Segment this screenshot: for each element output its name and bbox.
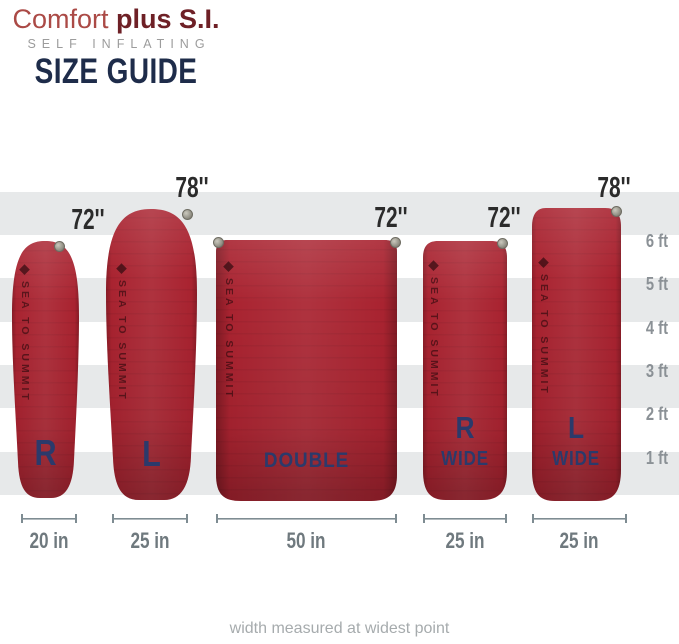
mat-size-letter: DOUBLE <box>263 449 350 472</box>
valve-icon <box>497 238 508 249</box>
width-label: 50 in <box>286 528 326 553</box>
mat-large: ◆ SEA TO SUMMIT L <box>103 205 200 503</box>
valve-icon <box>611 206 622 217</box>
product-subtitle: SELF INFLATING <box>27 37 211 51</box>
product-title-regular: Comfort <box>12 4 116 34</box>
length-label: 72'' <box>374 202 408 234</box>
brand-logo: ◆ SEA TO SUMMIT <box>18 262 33 403</box>
mat-size-letter: L <box>567 410 585 445</box>
width-measure-line <box>112 514 188 523</box>
brand-logo-text: SEA TO SUMMIT <box>19 281 31 403</box>
brand-logo: ◆ SEA TO SUMMIT <box>115 261 130 402</box>
width-measure-line <box>21 514 77 523</box>
length-label: 78'' <box>175 172 209 204</box>
valve-icon <box>390 237 401 248</box>
brand-bird-icon: ◆ <box>427 258 442 273</box>
width-measure-line <box>216 514 397 523</box>
width-label: 25 in <box>559 528 599 553</box>
brand-logo: ◆ SEA TO SUMMIT <box>427 258 442 399</box>
scale-label-3ft: 3 ft <box>645 361 668 381</box>
mat-large-wide: ◆ SEA TO SUMMIT L WIDE <box>528 205 624 503</box>
valve-icon <box>213 237 224 248</box>
mat-size-letter: R <box>455 410 475 445</box>
brand-bird-icon: ◆ <box>222 259 237 274</box>
length-label: 72'' <box>487 202 521 234</box>
scale-label-5ft: 5 ft <box>645 274 668 294</box>
mat-regular: ◆ SEA TO SUMMIT R <box>10 238 81 501</box>
width-label: 25 in <box>130 528 170 553</box>
brand-bird-icon: ◆ <box>537 255 552 270</box>
brand-logo-text: SEA TO SUMMIT <box>116 280 128 402</box>
brand-bird-icon: ◆ <box>115 261 130 276</box>
scale-label-1ft: 1 ft <box>645 448 668 468</box>
width-measure-line <box>423 514 507 523</box>
mat-size-word: WIDE <box>441 448 489 470</box>
width-label: 25 in <box>445 528 485 553</box>
brand-logo-text: SEA TO SUMMIT <box>428 277 440 399</box>
brand-logo: ◆ SEA TO SUMMIT <box>537 255 552 396</box>
length-label: 78'' <box>597 172 631 204</box>
scale-label-6ft: 6 ft <box>645 231 668 251</box>
valve-icon <box>182 209 193 220</box>
valve-icon <box>54 241 65 252</box>
footnote: width measured at widest point <box>229 620 450 637</box>
mat-double: ◆ SEA TO SUMMIT DOUBLE <box>213 237 400 503</box>
brand-bird-icon: ◆ <box>18 262 33 277</box>
brand-logo: ◆ SEA TO SUMMIT <box>222 259 237 400</box>
header: Comfort plus S.I. SELF INFLATING SIZE GU… <box>0 0 232 92</box>
product-title-bold: plus S.I. <box>116 4 220 34</box>
mat-size-letter: L <box>142 433 161 474</box>
brand-logo-text: SEA TO SUMMIT <box>223 278 235 400</box>
width-label: 20 in <box>29 528 69 553</box>
page-title: SIZE GUIDE <box>34 52 198 91</box>
length-label: 72'' <box>71 204 105 236</box>
width-measure-line <box>532 514 627 523</box>
brand-logo-text: SEA TO SUMMIT <box>538 274 550 396</box>
scale-label-4ft: 4 ft <box>645 318 668 338</box>
scale-label-2ft: 2 ft <box>645 404 668 424</box>
mat-size-letter: R <box>34 432 57 473</box>
mat-regular-wide: ◆ SEA TO SUMMIT R WIDE <box>420 238 510 502</box>
mat-size-word: WIDE <box>552 448 600 470</box>
product-title: Comfort plus S.I. <box>0 4 232 34</box>
